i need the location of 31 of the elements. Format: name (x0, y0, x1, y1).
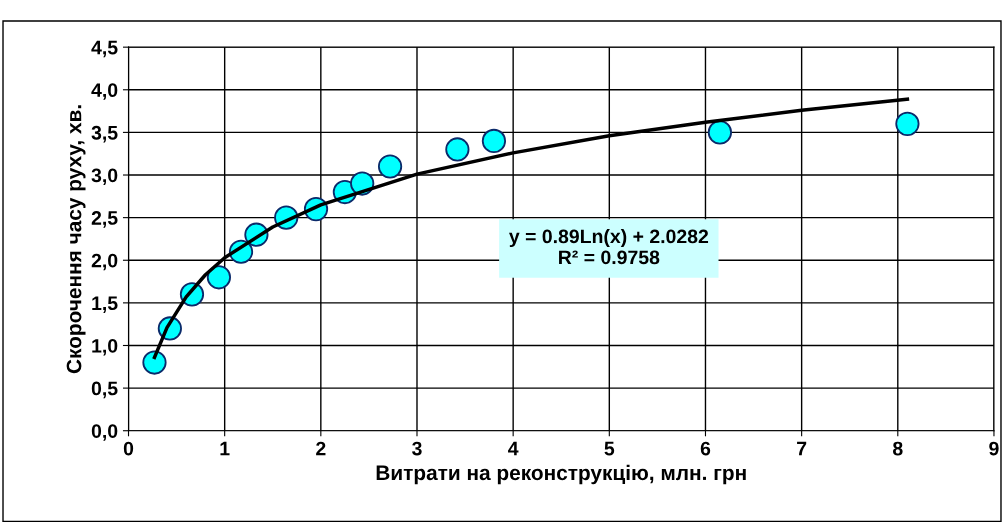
x-tick-label: 3 (412, 441, 422, 456)
y-tick-label: 2,5 (91, 211, 118, 228)
x-tick-label: 2 (316, 441, 326, 456)
y-tick-label: 4,5 (91, 40, 118, 58)
x-tick-label: 5 (604, 441, 615, 456)
x-tick-label: 9 (989, 441, 999, 456)
x-tick-label: 1 (220, 441, 230, 456)
y-tick-label: 0,5 (91, 381, 118, 399)
y-tick-label: 4,0 (91, 83, 118, 100)
point (895, 111, 920, 136)
x-tick-label: 7 (797, 441, 807, 456)
annotation: R² = 0.9758 (559, 250, 660, 265)
point (206, 265, 232, 290)
y-tick-label: 1,5 (92, 296, 118, 313)
annotation: y = 0.89Ln(x) + 2.0282 (509, 229, 709, 248)
x-axis-title: Витрати на реконструкцію, млн. грн (376, 464, 746, 485)
point (142, 350, 167, 375)
y-tick-label: 3,0 (91, 168, 118, 186)
point (377, 154, 403, 179)
point (481, 128, 507, 154)
y-tick-label: 2,0 (91, 253, 118, 271)
y-axis-title: Скорочення часу руху, хв. (66, 105, 86, 374)
point (445, 137, 470, 162)
y-tick-label: 3,5 (91, 125, 118, 143)
x-tick-label: 0 (123, 441, 134, 456)
x-tick-label: 4 (508, 441, 519, 456)
point (707, 120, 733, 145)
x-tick-label: 6 (700, 441, 711, 456)
y-tick-label: 0,0 (91, 424, 118, 441)
y-tick-label: 1,0 (92, 338, 118, 356)
x-tick-label: 8 (893, 441, 903, 456)
